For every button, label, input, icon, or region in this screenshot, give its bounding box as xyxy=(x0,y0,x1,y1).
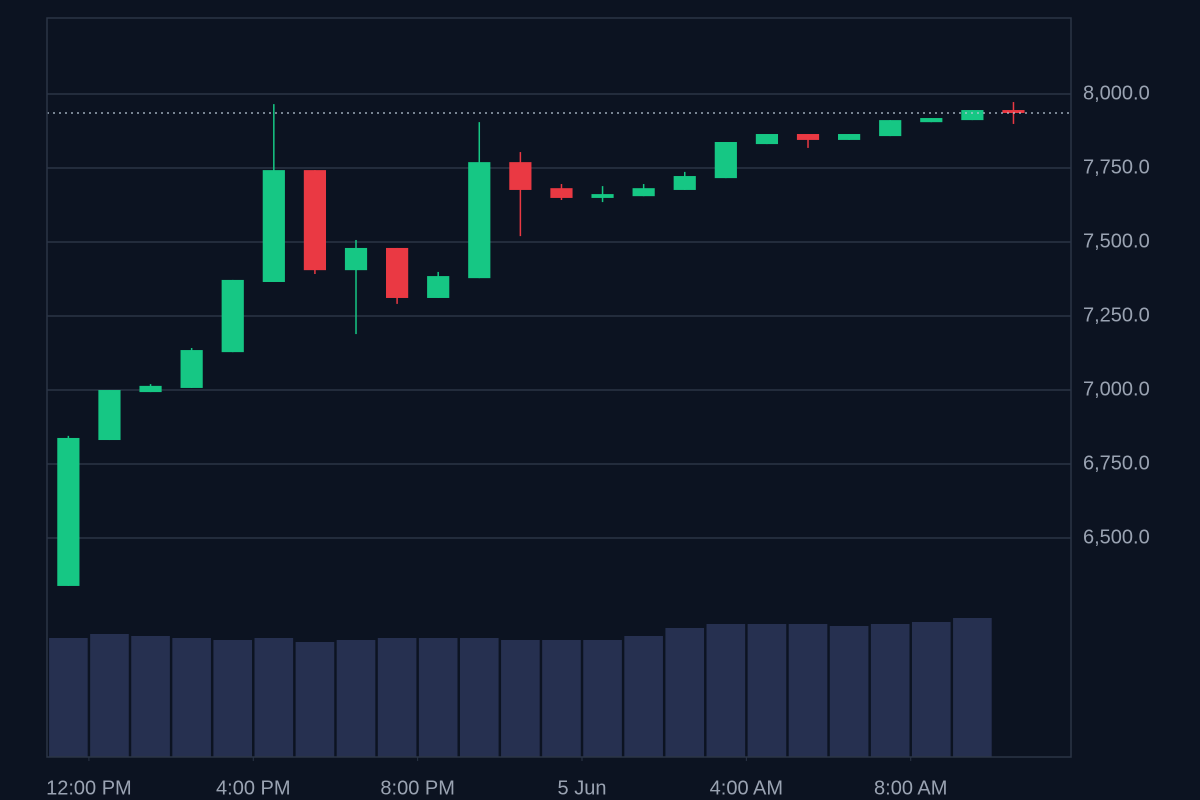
candle-body xyxy=(262,170,285,282)
candle-body xyxy=(632,188,655,197)
volume-bar xyxy=(747,624,787,757)
grid xyxy=(47,93,1071,539)
candle-body xyxy=(468,162,491,279)
volume-bar xyxy=(213,640,253,757)
volume-bar xyxy=(336,640,376,757)
volume-bar xyxy=(788,624,828,757)
x-tick-label: 4:00 AM xyxy=(710,777,783,799)
volume-bar xyxy=(90,634,129,757)
y-tick-label: 7,750.0 xyxy=(1083,156,1150,178)
volume-bar xyxy=(49,638,88,757)
y-tick-label: 7,250.0 xyxy=(1083,304,1150,326)
x-tick-label: 8:00 AM xyxy=(874,777,947,799)
axis-labels: 6,500.0 6,750.0 7,000.0 7,250.0 7,500.0 7,750… xyxy=(46,82,1150,799)
candle-body xyxy=(1002,110,1025,114)
volume-bar xyxy=(953,618,992,757)
candle-body xyxy=(98,390,121,441)
volume-bar xyxy=(131,636,170,757)
volume-bar xyxy=(542,640,581,757)
y-tick-label: 6,500.0 xyxy=(1083,526,1150,548)
y-tick-label: 6,750.0 xyxy=(1083,452,1150,474)
volume-bar xyxy=(624,636,663,757)
volume-bar xyxy=(870,624,910,757)
candle-body xyxy=(673,176,696,190)
candle-body xyxy=(796,134,820,140)
y-tick-label: 7,000.0 xyxy=(1083,378,1150,400)
y-tick-label: 8,000.0 xyxy=(1083,82,1150,104)
x-tick-label: 8:00 PM xyxy=(380,777,454,799)
plot-frame xyxy=(46,17,1072,758)
volume-bar xyxy=(172,638,211,757)
candle-body xyxy=(920,118,943,123)
candle-body xyxy=(961,110,984,121)
candle-body xyxy=(386,247,409,298)
candle-body xyxy=(344,247,368,271)
volume-bar xyxy=(418,638,458,757)
volume-bar xyxy=(829,626,869,757)
candle-body xyxy=(57,437,80,586)
candle-body xyxy=(221,279,244,353)
volume-bar xyxy=(501,640,540,757)
candle-body xyxy=(427,276,450,298)
candle-body xyxy=(550,188,573,198)
volume-bar xyxy=(254,638,294,757)
candle-body xyxy=(591,194,614,198)
volume-layer xyxy=(49,618,992,757)
volume-bar xyxy=(583,640,622,757)
candle-body xyxy=(139,385,162,393)
volume-bar xyxy=(295,642,335,757)
x-tick-label: 4:00 PM xyxy=(216,777,290,799)
candle-body xyxy=(509,162,532,190)
x-tick-label: 5 Jun xyxy=(558,777,607,799)
volume-bar xyxy=(665,628,705,757)
candle-body xyxy=(879,120,902,137)
volume-bar xyxy=(911,622,951,757)
volume-bar xyxy=(459,638,499,757)
y-tick-label: 7,500.0 xyxy=(1083,230,1150,252)
x-tick-label: 12:00 PM xyxy=(46,777,132,799)
volume-bar xyxy=(706,624,746,757)
candle-body xyxy=(755,134,779,145)
candle-body xyxy=(180,350,203,388)
candle-layer xyxy=(47,102,1071,586)
volume-bar xyxy=(377,638,417,757)
candle-body xyxy=(303,170,327,271)
candle-body xyxy=(714,142,737,179)
candle-body xyxy=(838,134,861,140)
